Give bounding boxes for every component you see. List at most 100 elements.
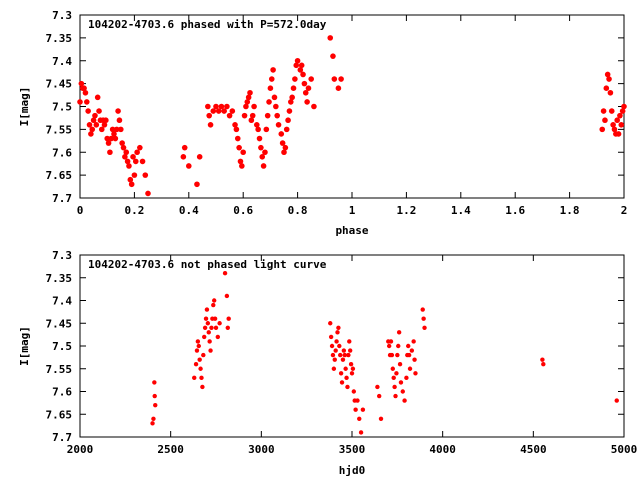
data-point [360, 407, 366, 412]
data-point [82, 89, 89, 96]
data-point [196, 154, 203, 160]
data-point [599, 126, 606, 133]
data-point [290, 85, 297, 91]
data-point [378, 416, 384, 421]
x-axis-label: phase [335, 224, 368, 237]
x-tick-label: 0.6 [233, 204, 253, 217]
data-point [331, 366, 337, 371]
data-point [202, 325, 208, 330]
data-point [334, 339, 339, 344]
data-point [608, 108, 615, 114]
data-point [412, 357, 417, 362]
data-point [293, 62, 300, 69]
data-point [118, 126, 124, 133]
x-tick-label: 2 [621, 204, 628, 217]
data-point [251, 103, 257, 110]
data-point [278, 131, 285, 137]
data-point [213, 325, 219, 330]
y-tick-label: 7.45 [46, 78, 73, 91]
data-point [274, 112, 281, 119]
data-point [78, 80, 85, 87]
data-point [327, 35, 334, 41]
data-point [328, 321, 333, 326]
data-point [211, 302, 216, 308]
data-point [249, 112, 256, 119]
data-point [89, 126, 96, 133]
data-point [343, 366, 348, 371]
data-point [621, 103, 627, 110]
data-point [346, 352, 351, 358]
data-point [606, 76, 612, 82]
data-point [131, 172, 138, 178]
data-point [333, 348, 338, 353]
data-point [347, 348, 353, 353]
data-point [205, 103, 211, 110]
data-point [330, 352, 336, 358]
y-tick-label: 7.3 [52, 9, 72, 22]
data-point [226, 112, 233, 119]
data-point [335, 85, 342, 91]
data-point [270, 67, 276, 73]
data-point [245, 94, 252, 101]
data-point [222, 271, 228, 276]
data-point [302, 89, 309, 96]
x-tick-label: 0.2 [124, 204, 144, 217]
data-point [139, 158, 146, 165]
data-point [196, 343, 201, 349]
data-point [411, 339, 416, 344]
data-point [199, 375, 204, 381]
data-point [88, 131, 94, 137]
data-point [93, 122, 100, 128]
data-point [391, 375, 396, 381]
data-point [221, 108, 227, 114]
data-point [406, 343, 411, 349]
data-point [123, 149, 130, 156]
data-point [192, 375, 197, 381]
data-point [115, 108, 121, 114]
data-point [404, 375, 409, 381]
data-point [617, 112, 623, 119]
data-point [330, 53, 336, 59]
data-point [397, 362, 403, 367]
data-point [215, 108, 222, 114]
data-point [328, 334, 334, 340]
data-point [420, 307, 425, 312]
y-tick-label: 7.45 [46, 317, 73, 330]
data-point [130, 154, 136, 160]
data-point [355, 398, 360, 403]
data-point [248, 117, 255, 124]
data-point [614, 117, 620, 124]
chart-title: 104202-4703.6 not phased light curve [88, 258, 327, 271]
data-point [413, 371, 418, 376]
data-point [342, 352, 347, 358]
data-point [98, 126, 105, 133]
y-tick-label: 7.7 [52, 192, 72, 205]
data-point [407, 366, 413, 371]
data-point [105, 140, 112, 146]
y-axis-label: I[mag] [18, 326, 31, 366]
data-point [282, 144, 289, 151]
data-point [336, 325, 341, 330]
data-point [393, 393, 398, 399]
data-point [116, 117, 123, 124]
data-point [194, 181, 200, 188]
data-point [402, 398, 407, 403]
data-point [206, 330, 211, 335]
data-point [259, 154, 266, 160]
data-point [127, 176, 134, 183]
data-point [305, 85, 312, 91]
data-point [239, 163, 245, 169]
y-tick-label: 7.65 [46, 169, 73, 182]
data-point [279, 140, 286, 146]
y-tick-label: 7.35 [46, 32, 73, 45]
data-point [207, 339, 212, 344]
x-tick-label: 1.8 [560, 204, 580, 217]
x-tick-label: 1.6 [505, 204, 525, 217]
data-point [120, 144, 127, 151]
data-point [237, 158, 244, 165]
data-point [297, 67, 304, 73]
data-point [213, 103, 219, 110]
data-point [285, 117, 291, 124]
data-point [329, 343, 335, 349]
